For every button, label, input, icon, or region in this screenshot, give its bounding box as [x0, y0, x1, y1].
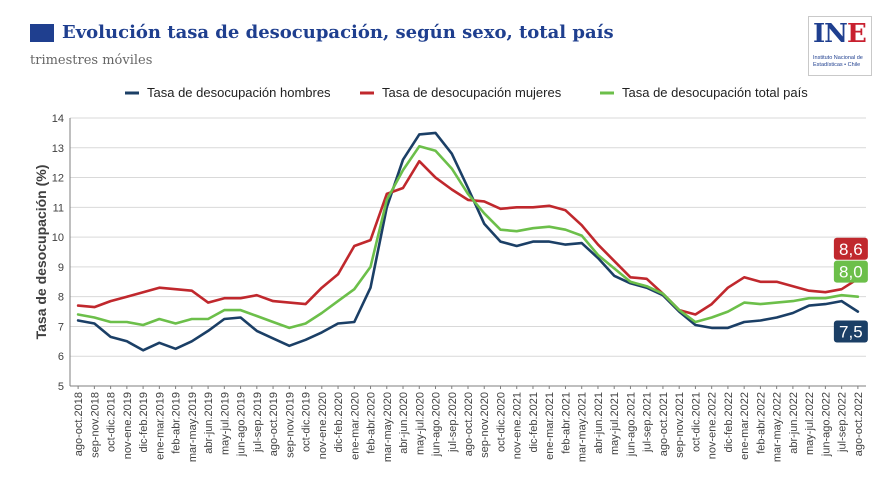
legend-item-3: Tasa de desocupación total país — [600, 85, 808, 100]
x-tick-label: ago-oct.2018 — [73, 392, 85, 456]
end-value-badge-3: 8,0 — [833, 260, 868, 283]
x-tick-label: jun-ago.2022 — [820, 392, 832, 457]
x-tick-label: may-jul.2021 — [609, 392, 621, 455]
x-tick-label: jul-sep.2022 — [837, 392, 849, 453]
title-block: Evolución tasa de desocupación, según se… — [30, 22, 790, 68]
end-value-label: 7,5 — [839, 323, 863, 342]
end-value-badge-1: 7,5 — [833, 320, 868, 343]
series-line-3 — [76, 145, 860, 330]
x-tick-label: dic-feb.2020 — [333, 392, 345, 453]
end-value-badge-box — [833, 320, 868, 343]
logo-caption-line2: Estadísticas • Chile — [813, 61, 861, 68]
x-tick-label: jul-sep.2020 — [447, 392, 459, 453]
x-tick-label: sep-nov.2019 — [284, 392, 296, 458]
x-tick-label: jun-ago.2019 — [236, 392, 248, 457]
x-tick-label: abr-jun.2022 — [788, 392, 800, 454]
x-tick-label: jun-ago.2020 — [431, 392, 443, 457]
y-tick-label: 14 — [52, 113, 64, 125]
chart-title: Evolución tasa de desocupación, según se… — [62, 22, 614, 43]
x-tick-label: nov-ene.2019 — [122, 392, 134, 459]
x-tick-label: oct-dic.2019 — [301, 392, 313, 452]
x-tick-label: may-jul.2022 — [804, 392, 816, 455]
x-tick-label: ene-mar.2019 — [154, 392, 166, 460]
x-tick-label: dic-feb.2021 — [528, 392, 540, 453]
ine-logo: INE Instituto Nacional de Estadísticas •… — [808, 16, 872, 76]
logo-caption: Instituto Nacional de Estadísticas • Chi… — [813, 55, 871, 68]
x-tick-label: dic-feb.2019 — [138, 392, 150, 453]
x-tick-label: mar-may.2019 — [187, 392, 199, 462]
y-tick-label: 5 — [58, 381, 64, 393]
end-value-label: 8,6 — [839, 240, 863, 259]
x-tick-label: nov-ene.2022 — [707, 392, 719, 459]
end-value-badge-box — [833, 260, 868, 283]
x-tick-label: feb-abr.2020 — [366, 392, 378, 454]
x-tick-label: sep-nov.2018 — [89, 392, 101, 458]
x-tick-label: ago-oct.2021 — [658, 392, 670, 456]
y-tick-label: 7 — [58, 321, 64, 333]
x-tick-label: may-jul.2020 — [414, 392, 426, 455]
x-tick-label: abr-jun.2019 — [203, 392, 215, 454]
chart-subtitle: trimestres móviles — [30, 53, 153, 68]
x-tick-label: ene-mar.2020 — [349, 392, 361, 460]
x-tick-label: abr-jun.2020 — [398, 392, 410, 454]
end-value-badge-box — [833, 237, 868, 260]
y-tick-label: 11 — [53, 202, 64, 214]
x-tick-label: ago-oct.2022 — [853, 392, 865, 456]
y-tick-label: 13 — [52, 143, 64, 155]
x-tick-label: mar-may.2022 — [772, 392, 784, 462]
series-line-1 — [76, 131, 860, 352]
x-tick-label: oct-dic.2018 — [106, 392, 118, 452]
legend-label: Tasa de desocupación total país — [622, 85, 808, 100]
logo-mark: INE — [813, 19, 867, 49]
x-tick-label: nov-ene.2020 — [317, 392, 329, 459]
series-line-2 — [76, 159, 860, 316]
title-row: Evolución tasa de desocupación, según se… — [30, 22, 790, 43]
title-marker — [30, 23, 54, 42]
x-tick-label: mar-may.2020 — [382, 392, 394, 462]
logo-mark-left: IN — [813, 19, 848, 49]
logo-mark-right: E — [846, 19, 867, 49]
x-tick-label: oct-dic.2020 — [495, 392, 507, 452]
legend-item-2: Tasa de desocupación mujeres — [360, 85, 562, 100]
y-tick-label: 10 — [52, 232, 64, 244]
x-tick-label: feb-abr.2021 — [560, 392, 572, 454]
y-tick-label: 12 — [52, 173, 64, 185]
end-value-label: 8,0 — [839, 263, 863, 282]
legend-label: Tasa de desocupación hombres — [147, 85, 331, 100]
x-tick-label: sep-nov.2021 — [674, 392, 686, 458]
x-tick-label: jul-sep.2019 — [252, 392, 264, 453]
x-tick-label: may-jul.2019 — [219, 392, 231, 455]
legend-item-1: Tasa de desocupación hombres — [125, 85, 331, 100]
y-axis-title: Tasa de desocupación (%) — [33, 165, 49, 340]
end-value-badge-2: 8,6 — [833, 237, 868, 260]
x-tick-label: jun-ago.2021 — [625, 392, 637, 457]
x-tick-label: oct-dic.2021 — [690, 392, 702, 452]
x-tick-label: ago-oct.2019 — [268, 392, 280, 456]
x-tick-label: mar-may.2021 — [577, 392, 589, 462]
x-tick-label: feb-abr.2022 — [755, 392, 767, 454]
y-tick-label: 8 — [58, 292, 64, 304]
x-tick-label: abr-jun.2021 — [593, 392, 605, 454]
legend-label: Tasa de desocupación mujeres — [382, 85, 562, 100]
x-tick-label: dic-feb.2022 — [723, 392, 735, 453]
x-tick-label: sep-nov.2020 — [479, 392, 491, 458]
y-tick-label: 9 — [58, 262, 64, 274]
x-tick-label: ene-mar.2022 — [739, 392, 751, 460]
y-tick-label: 6 — [58, 351, 64, 363]
x-tick-label: feb-abr.2019 — [171, 392, 183, 454]
x-tick-label: ene-mar.2021 — [544, 392, 556, 460]
x-tick-label: nov-ene.2021 — [512, 392, 524, 459]
logo-caption-line1: Instituto Nacional de — [813, 55, 863, 61]
x-tick-label: ago-oct.2020 — [463, 392, 475, 456]
x-tick-label: jul-sep.2021 — [642, 392, 654, 453]
